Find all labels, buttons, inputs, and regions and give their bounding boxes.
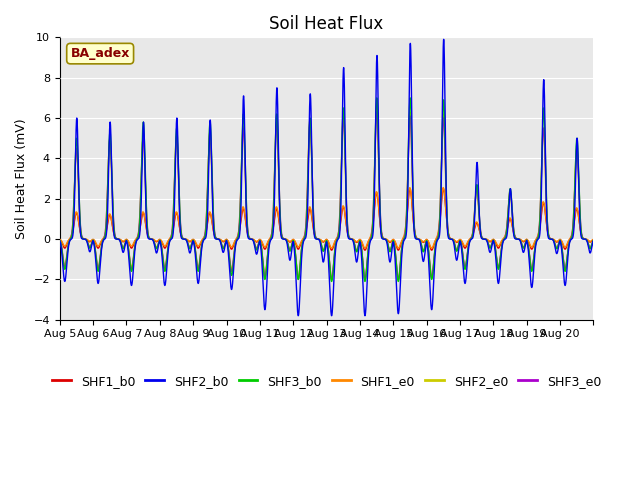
SHF1_e0 (522, 237, 529, 243)
SHF3_b0 (522, 241, 529, 247)
SHF2_e0 (295, 271, 303, 276)
SHF3_b0 (295, 272, 303, 278)
SHF3_e0 (457, 239, 465, 245)
SHF3_b0 (394, 278, 402, 284)
SHF3_e0 (394, 276, 402, 282)
SHF3_b0 (457, 239, 465, 245)
SHF2_e0 (394, 276, 402, 282)
SHF3_b0 (220, 245, 227, 251)
SHF1_b0 (522, 238, 529, 243)
SHF3_e0 (522, 240, 529, 246)
SHF2_b0 (75, 172, 83, 178)
SHF1_b0 (440, 186, 447, 192)
SHF2_b0 (589, 238, 597, 244)
SHF2_b0 (220, 249, 227, 255)
SHF1_e0 (406, 185, 413, 191)
SHF2_e0 (194, 264, 202, 270)
Legend: SHF1_b0, SHF2_b0, SHF3_b0, SHF1_e0, SHF2_e0, SHF3_e0: SHF1_b0, SHF2_b0, SHF3_b0, SHF1_e0, SHF2… (47, 370, 606, 393)
SHF1_e0 (589, 237, 597, 242)
Line: SHF2_e0: SHF2_e0 (60, 108, 593, 279)
SHF3_b0 (373, 95, 381, 101)
SHF3_e0 (56, 238, 63, 243)
SHF1_b0 (457, 237, 465, 243)
SHF3_b0 (56, 238, 63, 243)
SHF1_e0 (56, 237, 63, 242)
SHF1_b0 (295, 245, 303, 251)
Text: BA_adex: BA_adex (70, 47, 130, 60)
SHF1_e0 (220, 238, 227, 244)
SHF1_e0 (428, 245, 435, 251)
SHF3_b0 (589, 238, 597, 243)
Y-axis label: Soil Heat Flux (mV): Soil Heat Flux (mV) (15, 118, 28, 239)
Line: SHF1_e0: SHF1_e0 (60, 188, 593, 248)
SHF2_b0 (295, 305, 303, 311)
SHF1_b0 (194, 245, 202, 251)
Line: SHF3_e0: SHF3_e0 (60, 112, 593, 279)
Line: SHF2_b0: SHF2_b0 (60, 39, 593, 316)
SHF3_b0 (194, 268, 202, 274)
SHF2_b0 (522, 243, 529, 249)
SHF2_b0 (56, 238, 63, 244)
SHF2_e0 (589, 238, 597, 243)
SHF2_b0 (194, 280, 202, 286)
SHF1_b0 (589, 237, 597, 242)
SHF2_b0 (361, 313, 369, 319)
SHF2_e0 (457, 239, 465, 245)
SHF1_e0 (75, 217, 83, 223)
SHF3_e0 (295, 272, 303, 278)
SHF2_e0 (522, 240, 529, 246)
SHF2_e0 (220, 244, 227, 250)
SHF1_e0 (457, 237, 465, 242)
SHF2_e0 (372, 105, 380, 111)
SHF2_b0 (440, 36, 447, 42)
Title: Soil Heat Flux: Soil Heat Flux (269, 15, 384, 33)
SHF3_e0 (220, 245, 227, 251)
SHF2_b0 (457, 240, 465, 246)
Line: SHF1_b0: SHF1_b0 (60, 189, 593, 250)
SHF2_e0 (75, 185, 83, 191)
SHF1_e0 (295, 243, 303, 249)
SHF3_e0 (589, 238, 597, 243)
SHF1_b0 (428, 247, 435, 253)
SHF3_e0 (194, 266, 202, 272)
SHF1_b0 (56, 237, 63, 242)
Line: SHF3_b0: SHF3_b0 (60, 98, 593, 281)
SHF1_e0 (194, 243, 202, 249)
SHF3_e0 (75, 179, 83, 185)
SHF2_e0 (56, 237, 63, 243)
SHF3_e0 (373, 109, 381, 115)
SHF3_b0 (75, 176, 83, 181)
SHF1_b0 (220, 239, 227, 245)
SHF1_b0 (75, 218, 83, 224)
